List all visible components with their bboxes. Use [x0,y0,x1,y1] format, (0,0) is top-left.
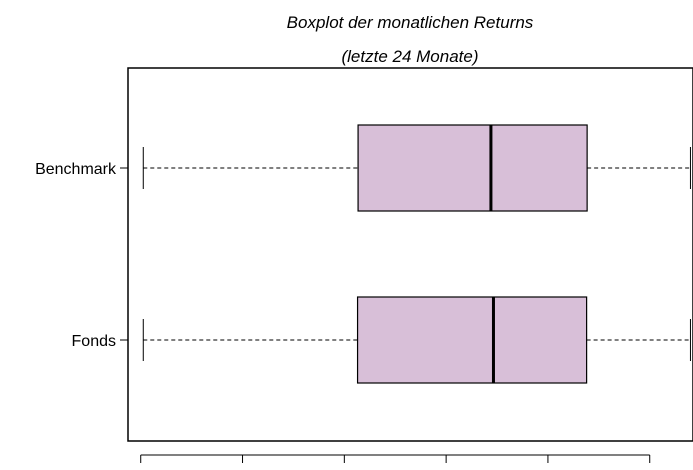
x-tick-label: -0.04 [122,468,159,470]
x-tick-label: -0.02 [224,468,261,470]
chart-subtitle: (letzte 24 Monate) [341,47,478,66]
x-tick-label: 0.00 [329,468,360,470]
box-iqr [356,296,588,384]
category-label: Benchmark [35,161,117,178]
x-tick-label: 0.06 [634,468,665,470]
x-tick-label: 0.04 [532,468,563,470]
plot-area: Benchmark Fonds [35,124,691,384]
chart-title: Boxplot der monatlichen Returns [287,13,534,32]
category-label: Fonds [72,333,116,350]
plot-frame [127,67,693,442]
box-fonds: Fonds [72,296,691,384]
box-iqr [357,124,588,212]
x-tick-label: 0.02 [431,468,462,470]
x-axis: -0.04 -0.02 0.00 0.02 0.04 0.06 [122,454,665,470]
box-benchmark: Benchmark [35,124,691,212]
